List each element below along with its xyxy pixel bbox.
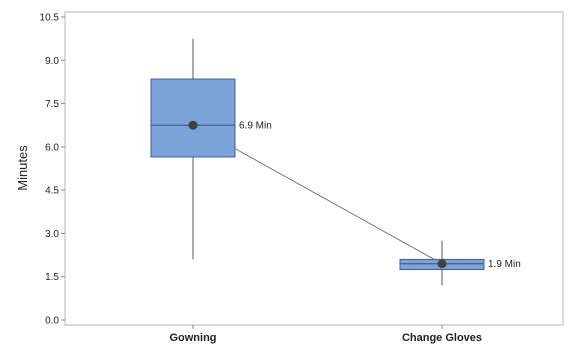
- y-tick-label: 7.5: [45, 99, 59, 110]
- x-axis: Gowning Change Gloves: [169, 325, 482, 344]
- y-tick-label: 1.5: [45, 272, 59, 283]
- box-gowning: 6.9 Min: [150, 38, 272, 260]
- plot-area: [64, 11, 564, 326]
- mean-marker: [188, 120, 198, 130]
- box-body: [150, 78, 236, 158]
- x-tick-label: Change Gloves: [402, 332, 482, 344]
- mean-data-label: 1.9 Min: [488, 259, 521, 270]
- y-tick-label: 9.0: [45, 56, 59, 67]
- mean-marker: [437, 259, 447, 269]
- y-axis-title: Minutes: [15, 145, 30, 191]
- y-axis: 0.0 1.5 3.0 4.5 6.0 7.5 9.0 10.5: [40, 13, 65, 327]
- y-tick-label: 4.5: [45, 186, 59, 197]
- mean-data-label: 6.9 Min: [239, 121, 272, 132]
- y-tick-label: 0.0: [45, 316, 59, 327]
- box-series: 6.9 Min 1.9 Min: [150, 38, 521, 286]
- y-tick-label: 6.0: [45, 142, 59, 153]
- box-change-gloves: 1.9 Min: [399, 240, 521, 286]
- y-tick-label: 10.5: [40, 13, 60, 24]
- y-tick-label: 3.0: [45, 229, 59, 240]
- x-tick-label: Gowning: [169, 332, 216, 344]
